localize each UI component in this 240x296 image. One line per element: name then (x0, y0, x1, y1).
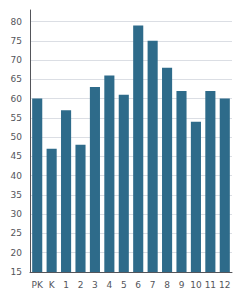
svg-text:20: 20 (11, 248, 23, 258)
svg-text:1: 1 (63, 280, 69, 290)
svg-text:25: 25 (11, 228, 22, 238)
svg-text:PK: PK (32, 280, 44, 290)
svg-text:50: 50 (11, 132, 23, 142)
svg-text:4: 4 (106, 280, 112, 290)
svg-text:70: 70 (11, 55, 23, 65)
svg-text:75: 75 (11, 36, 22, 46)
svg-text:12: 12 (219, 280, 230, 290)
svg-text:3: 3 (92, 280, 98, 290)
svg-text:2: 2 (78, 280, 84, 290)
svg-text:65: 65 (11, 74, 22, 84)
svg-text:55: 55 (11, 113, 22, 123)
svg-text:40: 40 (11, 171, 23, 181)
svg-text:K: K (49, 280, 56, 290)
svg-text:9: 9 (179, 280, 185, 290)
svg-text:5: 5 (121, 280, 127, 290)
svg-text:10: 10 (190, 280, 202, 290)
svg-text:80: 80 (11, 17, 23, 27)
svg-text:45: 45 (11, 151, 22, 161)
svg-text:6: 6 (135, 280, 141, 290)
svg-text:7: 7 (150, 280, 156, 290)
svg-text:11: 11 (205, 280, 216, 290)
svg-text:8: 8 (164, 280, 170, 290)
svg-text:35: 35 (11, 190, 22, 200)
svg-text:15: 15 (11, 267, 22, 277)
svg-text:60: 60 (11, 94, 23, 104)
svg-text:30: 30 (11, 209, 23, 219)
